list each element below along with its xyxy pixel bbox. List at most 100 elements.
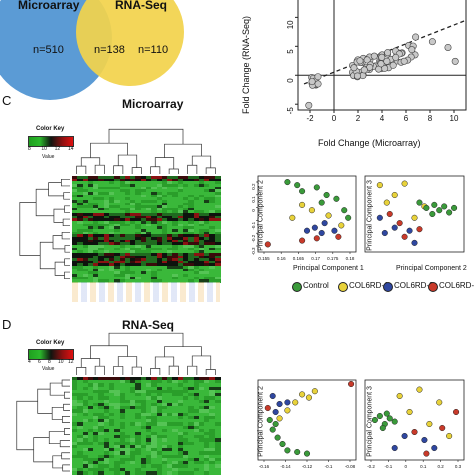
color-key-tick: 10 xyxy=(41,146,47,152)
pca-point xyxy=(299,237,306,244)
venn-label-rnaseq: RNA-Seq xyxy=(115,0,168,12)
pca-point xyxy=(284,399,291,406)
pca-point xyxy=(431,201,438,208)
row-dendrogram-branch xyxy=(62,218,70,227)
column-dendrogram-branch xyxy=(80,157,101,167)
column-dendrogram-branch xyxy=(131,167,142,174)
pca-x-tick-label: -0.1 xyxy=(325,464,333,469)
column-dendrogram-branch xyxy=(191,155,212,168)
pca-point xyxy=(276,415,283,422)
x-tick-label: 6 xyxy=(404,114,409,123)
x-tick-label: 0 xyxy=(332,114,337,123)
pca-point xyxy=(341,207,348,214)
pca-point xyxy=(411,214,418,221)
pca-point xyxy=(376,182,383,189)
row-dendrogram-branch xyxy=(59,440,70,448)
scatter-point xyxy=(350,64,358,72)
pca-point xyxy=(284,447,291,454)
scatter-point xyxy=(314,80,322,88)
scatter-point xyxy=(360,66,368,74)
x-tick-label: 8 xyxy=(428,114,433,123)
scatter-point xyxy=(444,43,452,51)
pca-x-tick-label: -0.1 xyxy=(385,464,393,469)
pca-point xyxy=(318,199,325,206)
pca-point xyxy=(305,394,313,401)
color-key-tick: 12 xyxy=(54,146,61,152)
pca-x-tick-label: 0.1 xyxy=(420,464,427,469)
venn-count-mid: n=138 xyxy=(94,44,125,56)
row-dendrogram-branch xyxy=(33,437,53,463)
pca-y-tick-label: 0 xyxy=(251,209,256,212)
x-tick-label: -2 xyxy=(306,114,314,123)
color-key-tick: 6 xyxy=(38,359,41,365)
scatter-xlabel: Fold Change (Microarray) xyxy=(318,138,421,148)
pca-x-tick-label: -0.12 xyxy=(302,464,313,469)
pca-point xyxy=(276,400,283,408)
group-legend: Control COL6RD-1 COL6RD-2 COL6RD-3 xyxy=(292,281,474,293)
venn-count-left: n=510 xyxy=(33,44,64,56)
legend-label: COL6RD-3 xyxy=(439,281,474,290)
pca-point xyxy=(446,209,453,216)
pca-point xyxy=(431,444,438,452)
pca-point xyxy=(308,207,315,214)
pca-point xyxy=(371,416,378,424)
column-dendrogram-branch xyxy=(117,154,138,168)
color-key-tick: 4 xyxy=(28,359,31,365)
pca-point xyxy=(426,420,433,428)
pca-x-tick-label: 0.165 xyxy=(293,256,305,261)
pca-point xyxy=(274,434,281,441)
pca-point xyxy=(406,408,413,416)
panel-c-title: Microarray xyxy=(122,97,184,111)
pca-point xyxy=(294,182,301,189)
pca-y-tick-label: -0.3 xyxy=(251,247,256,255)
row-dendrogram-branch xyxy=(64,391,70,399)
column-dendrogram-branch xyxy=(154,356,175,369)
venn-label-microarray: Microarray xyxy=(18,0,80,12)
pca-frame xyxy=(257,175,357,253)
pca-point xyxy=(294,448,301,456)
pca-point xyxy=(406,227,413,234)
legend-label: COL6RD-1 xyxy=(349,281,389,290)
pca-frame xyxy=(364,379,465,461)
pca-c2-xlabel: Principal Component 2 xyxy=(396,265,467,272)
column-dendrogram-branch xyxy=(150,368,161,375)
pca-point xyxy=(303,227,311,234)
column-dendrogram-branch xyxy=(108,128,184,145)
pca-point xyxy=(451,204,458,211)
pca-point xyxy=(411,428,418,436)
row-dendrogram-branch xyxy=(35,188,54,217)
scatter-point xyxy=(383,57,391,65)
pca-x-tick-label: -0.14 xyxy=(280,464,291,469)
pca-x-tick-label: 0.18 xyxy=(346,256,355,261)
y-tick-label: 10 xyxy=(286,20,295,29)
heatmap-c xyxy=(72,176,221,283)
pca-point xyxy=(325,212,332,219)
pca-point xyxy=(416,386,423,393)
legend-swatch xyxy=(338,282,348,292)
color-key-title: Color Key xyxy=(36,126,65,132)
pca-point xyxy=(386,415,393,422)
pca-point xyxy=(376,214,383,221)
scatter-point xyxy=(400,57,408,65)
pca-point xyxy=(429,210,436,218)
scatter-point xyxy=(451,57,459,65)
column-dendrogram-branch xyxy=(168,168,179,174)
pca-point xyxy=(436,207,443,214)
color-key-value: Value xyxy=(42,366,55,372)
pca-point xyxy=(311,224,318,231)
row-dendrogram-branch xyxy=(48,431,65,445)
heatmap-d xyxy=(72,377,221,475)
legend-swatch xyxy=(383,282,393,292)
pca-point xyxy=(313,184,320,191)
pca-x-tick-label: 0.3 xyxy=(455,464,462,469)
color-key-tick: 8 xyxy=(48,359,51,365)
pca-x-tick-label: -0.16 xyxy=(259,464,270,469)
pca-x-tick-label: -0.08 xyxy=(345,464,356,469)
legend-swatch xyxy=(428,282,438,292)
pca-point xyxy=(299,391,306,398)
pca-point xyxy=(416,199,423,206)
pca-x-tick-label: 0.17 xyxy=(311,256,320,261)
pca-point xyxy=(391,224,398,231)
column-dendrogram-branch xyxy=(76,367,87,375)
color-key-tick: 14 xyxy=(68,146,74,152)
